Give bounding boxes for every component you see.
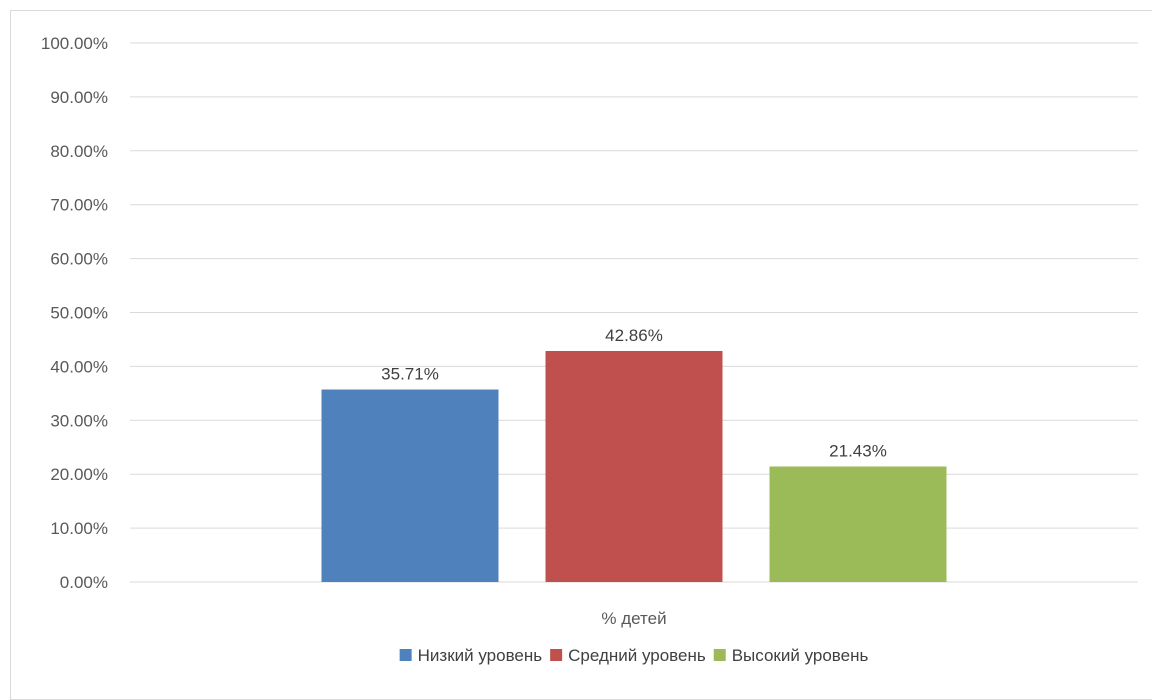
bar-1: [322, 390, 499, 582]
legend-label: Средний уровень: [568, 646, 706, 665]
legend: Низкий уровень Средний уровень Высокий уро…: [400, 646, 869, 665]
y-tick-label: 90.00%: [50, 88, 108, 107]
y-tick-label: 20.00%: [50, 465, 108, 484]
legend-label: Высокий уровень: [732, 646, 869, 665]
bar-3: [770, 466, 947, 582]
y-tick-label: 50.00%: [50, 304, 108, 323]
legend-swatch: [400, 649, 412, 661]
bar-2: [546, 351, 723, 582]
x-category-label: % детей: [601, 609, 666, 628]
data-label: 42.86%: [605, 326, 663, 345]
y-tick-label: 100.00%: [41, 34, 108, 53]
y-tick-label: 80.00%: [50, 142, 108, 161]
bar-chart: 0.00% 10.00% 20.00% 30.00% 40.00% 50.00% 60.00…: [0, 0, 1152, 677]
y-tick-label: 70.00%: [50, 196, 108, 215]
y-tick-label: 40.00%: [50, 357, 108, 376]
legend-swatch: [714, 649, 726, 661]
y-tick-label: 0.00%: [60, 573, 108, 592]
data-label: 35.71%: [381, 365, 439, 384]
y-tick-label: 30.00%: [50, 411, 108, 430]
y-axis-ticks: 0.00% 10.00% 20.00% 30.00% 40.00% 50.00% 60.00…: [41, 34, 108, 592]
y-tick-label: 60.00%: [50, 250, 108, 269]
legend-label: Низкий уровень: [418, 646, 543, 665]
legend-swatch: [550, 649, 562, 661]
data-label: 21.43%: [829, 441, 887, 460]
bars: [322, 351, 947, 582]
y-tick-label: 10.00%: [50, 519, 108, 538]
